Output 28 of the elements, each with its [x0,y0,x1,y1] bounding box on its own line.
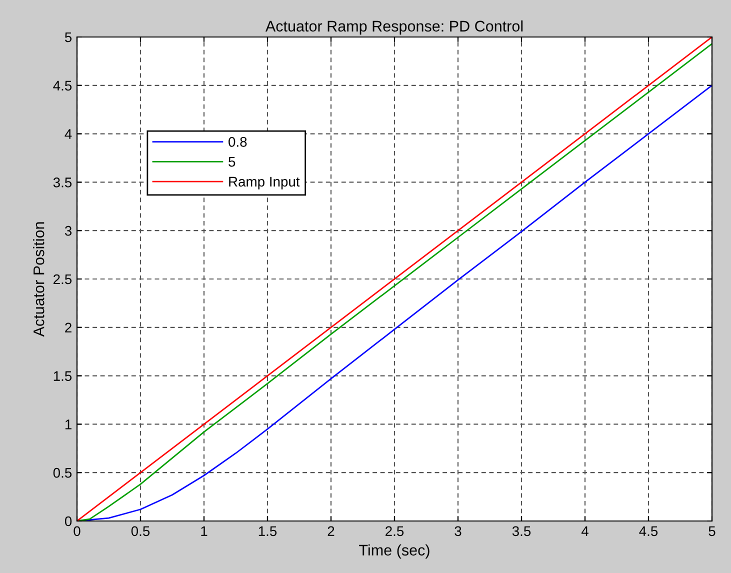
x-tick-label: 4 [581,526,588,536]
x-tick-label: 3.5 [512,526,531,536]
y-tick-label: 0.5 [53,468,72,478]
x-tick-label: 1.5 [258,526,277,536]
x-tick-label: 2 [328,526,334,536]
y-tick-label: 4 [64,129,72,139]
y-tick-label: 5 [64,32,72,42]
y-tick-label: 2 [65,322,72,332]
x-tick-label: 5 [708,526,716,536]
chart-title: Actuator Ramp Response: PD Control [265,20,523,35]
y-tick-label: 1.5 [54,371,72,381]
x-tick-label: 0.5 [131,526,150,536]
legend-label: 0.8 [228,136,247,147]
x-tick-label: 1 [201,526,208,536]
y-tick-label: 2.5 [54,274,72,284]
x-tick-label: 0 [74,526,80,536]
y-tick-label: 1 [65,420,72,430]
legend-label: Ramp Input [229,176,300,190]
y-axis-title: Actuator Position [33,222,44,337]
y-tick-label: 3.5 [53,178,72,188]
x-tick-label: 3 [454,526,462,536]
y-tick-label: 3 [64,226,72,236]
legend-label: 5 [228,157,236,167]
x-tick-label: 2.5 [386,526,404,536]
x-tick-label: 4.5 [639,526,658,536]
x-axis-title: Time (sec) [359,544,430,559]
y-tick-label: 4.5 [53,80,72,91]
y-tick-label: 0 [64,516,72,526]
